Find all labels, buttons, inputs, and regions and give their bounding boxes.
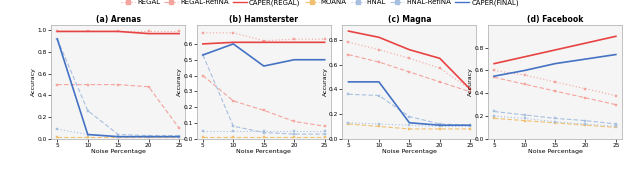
Y-axis label: Accuracy: Accuracy [31, 67, 36, 96]
Title: (a) Arenas: (a) Arenas [95, 15, 141, 24]
Title: (d) Facebook: (d) Facebook [527, 15, 583, 24]
Title: (c) Magna: (c) Magna [388, 15, 431, 24]
Y-axis label: Accuracy: Accuracy [468, 67, 473, 96]
X-axis label: Noise Percentage: Noise Percentage [382, 149, 437, 154]
X-axis label: Noise Percentage: Noise Percentage [236, 149, 291, 154]
Y-axis label: Accuracy: Accuracy [323, 67, 328, 96]
Legend: REGAL, REGAL-RefiNA, CAPER(REGAL), MOANA, FiNAL, FiNAL-RefiNA, CAPER(FiNAL): REGAL, REGAL-RefiNA, CAPER(REGAL), MOANA… [118, 0, 522, 8]
Title: (b) Hamsterster: (b) Hamsterster [229, 15, 298, 24]
X-axis label: Noise Percentage: Noise Percentage [527, 149, 582, 154]
Y-axis label: Accuracy: Accuracy [177, 67, 182, 96]
X-axis label: Noise Percentage: Noise Percentage [91, 149, 146, 154]
